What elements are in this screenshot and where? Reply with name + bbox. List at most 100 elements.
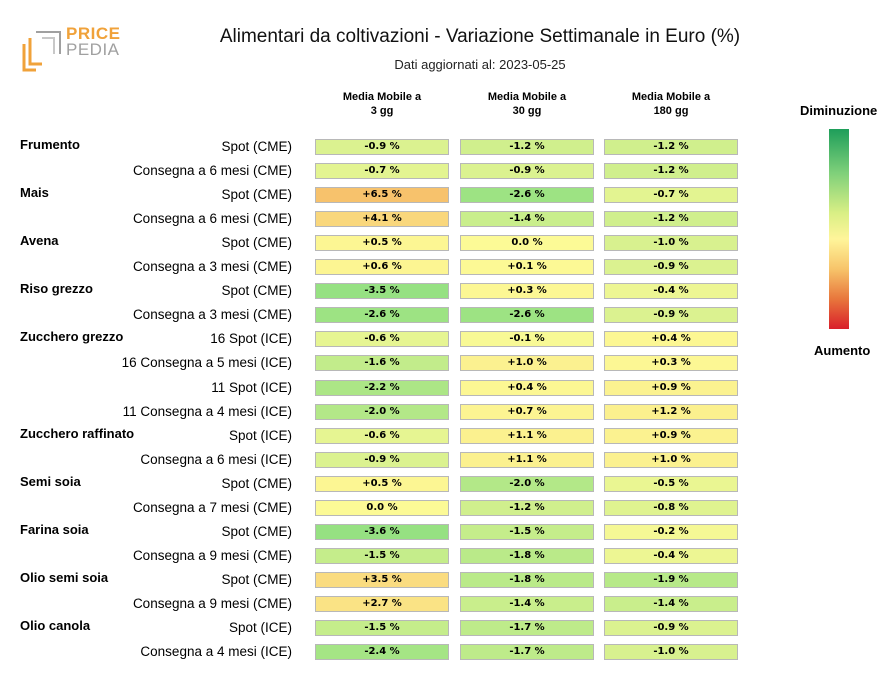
heatmap-cell: -2.0 %	[460, 475, 594, 492]
heatmap-cell: -1.0 %	[604, 235, 738, 252]
legend-top-label: Diminuzione	[800, 103, 878, 118]
group-label: Olio semi soia	[20, 569, 109, 585]
row-label: Spot (ICE)	[228, 427, 292, 443]
row-label: Spot (CME)	[221, 571, 292, 587]
heatmap-cell: +1.0 %	[604, 451, 738, 468]
heatmap-cell: -1.7 %	[460, 644, 594, 661]
chart-title: Alimentari da coltivazioni - Variazione …	[219, 26, 741, 47]
heatmap-cell: -1.2 %	[460, 499, 594, 516]
heatmap-cell: -0.6 %	[315, 331, 449, 348]
row-label: Spot (CME)	[221, 187, 292, 203]
heatmap-cell: -0.9 %	[460, 163, 594, 180]
row-label: Spot (ICE)	[228, 620, 292, 635]
row-label: Consegna a 4 mesi (ICE)	[140, 644, 292, 660]
legend-bottom-label: Aumento	[814, 343, 871, 358]
color-scale-bar	[829, 129, 849, 329]
heatmap-cell: -1.0 %	[604, 644, 738, 661]
heatmap-cell: -2.6 %	[460, 187, 594, 204]
heatmap-cell: -2.4 %	[315, 644, 449, 661]
group-label: Farina soia	[20, 521, 89, 537]
heatmap-cell: -1.8 %	[460, 547, 594, 564]
group-label: Olio canola	[20, 618, 91, 633]
heatmap-cell: +4.1 %	[315, 211, 449, 228]
heatmap-cell: +2.7 %	[315, 595, 449, 612]
heatmap-cell: 0.0 %	[315, 499, 449, 516]
heatmap-cell: +0.9 %	[604, 427, 738, 444]
heatmap-cell: +0.1 %	[460, 259, 594, 276]
heatmap-cell: -0.5 %	[604, 475, 738, 492]
group-label: Zucchero raffinato	[20, 425, 135, 441]
heatmap-cell: -0.9 %	[604, 620, 738, 636]
group-label: Riso grezzo	[20, 281, 93, 297]
row-label: Consegna a 6 mesi (ICE)	[140, 451, 292, 467]
row-label: 16 Spot (ICE)	[210, 331, 292, 347]
logo-line1: PRICE	[66, 24, 121, 43]
row-label: Consegna a 6 mesi (CME)	[132, 211, 292, 227]
heatmap-cell: -1.2 %	[604, 139, 738, 155]
column-header: Media Mobile a 3 gg	[342, 91, 422, 117]
heatmap-cell: +0.5 %	[315, 475, 449, 492]
row-label: Consegna a 7 mesi (CME)	[132, 499, 292, 515]
heatmap-cell: +6.5 %	[315, 187, 449, 204]
heatmap-cell: -1.5 %	[315, 547, 449, 564]
heatmap-cell: -2.0 %	[315, 403, 449, 420]
heatmap-cell: +0.3 %	[604, 355, 738, 372]
heatmap-cell: -0.9 %	[315, 451, 449, 468]
heatmap-cell: -1.4 %	[460, 595, 594, 612]
heatmap-cell: +1.0 %	[460, 355, 594, 372]
heatmap-cell: +1.1 %	[460, 427, 594, 444]
row-label: Consegna a 9 mesi (CME)	[132, 547, 292, 563]
heatmap-cell: -0.7 %	[604, 187, 738, 204]
heatmap-cell: -1.4 %	[604, 595, 738, 612]
row-label: Consegna a 3 mesi (CME)	[132, 259, 292, 275]
group-label: Frumento	[20, 137, 80, 152]
group-label: Zucchero grezzo	[20, 329, 124, 345]
heatmap-cell: -1.2 %	[604, 211, 738, 228]
heatmap-cell: -1.4 %	[460, 211, 594, 228]
group-label: Avena	[20, 233, 59, 249]
heatmap-cell: -1.5 %	[460, 523, 594, 540]
heatmap-cell: -0.6 %	[315, 427, 449, 444]
heatmap-cell: +0.6 %	[315, 259, 449, 276]
heatmap-cell: -0.9 %	[315, 139, 449, 155]
heatmap-cell: -1.9 %	[604, 571, 738, 588]
heatmap-cell: +1.1 %	[460, 451, 594, 468]
row-label: Consegna a 3 mesi (CME)	[132, 307, 292, 323]
heatmap-cell: +0.4 %	[604, 331, 738, 348]
heatmap-cell: -0.4 %	[604, 547, 738, 564]
row-label: 11 Consegna a 4 mesi (ICE)	[122, 403, 292, 419]
row-label: Consegna a 6 mesi (CME)	[132, 163, 292, 179]
heatmap-cell: -3.6 %	[315, 523, 449, 540]
row-label: Spot (CME)	[221, 523, 292, 539]
heatmap-cell: -1.2 %	[604, 163, 738, 180]
heatmap-cell: +0.4 %	[460, 379, 594, 396]
logo-text: PRICE PEDIA	[66, 24, 121, 59]
heatmap-cell: -2.2 %	[315, 379, 449, 396]
heatmap-cell: -2.6 %	[460, 307, 594, 324]
heatmap-cell: +3.5 %	[315, 571, 449, 588]
heatmap-cell: -0.1 %	[460, 331, 594, 348]
heatmap-cell: -0.7 %	[315, 163, 449, 180]
heatmap-cell: +0.9 %	[604, 379, 738, 396]
row-label: Spot (CME)	[221, 283, 292, 299]
pricepedia-logo: PRICE PEDIA	[20, 24, 130, 76]
row-label: Spot (CME)	[221, 475, 292, 491]
row-label: 11 Spot (ICE)	[211, 379, 292, 395]
heatmap-cell: +1.2 %	[604, 403, 738, 420]
column-header: Media Mobile a 30 gg	[487, 91, 567, 117]
heatmap-cell: +0.7 %	[460, 403, 594, 420]
heatmap-cell: -0.2 %	[604, 523, 738, 540]
heatmap-cell: 0.0 %	[460, 235, 594, 252]
row-label: Consegna a 9 mesi (CME)	[132, 595, 292, 611]
row-label: Spot (CME)	[221, 139, 292, 154]
logo-line2: PEDIA	[66, 40, 120, 59]
heatmap-cell: -1.2 %	[460, 139, 594, 155]
heatmap-cell: -1.8 %	[460, 571, 594, 588]
heatmap-cell: -0.4 %	[604, 283, 738, 300]
heatmap-cell: -0.9 %	[604, 259, 738, 276]
chart-subtitle: Dati aggiornati al: 2023-05-25	[394, 57, 566, 72]
heatmap-cell: -1.7 %	[460, 620, 594, 636]
row-label: Spot (CME)	[221, 235, 292, 251]
heatmap-cell: -0.8 %	[604, 499, 738, 516]
